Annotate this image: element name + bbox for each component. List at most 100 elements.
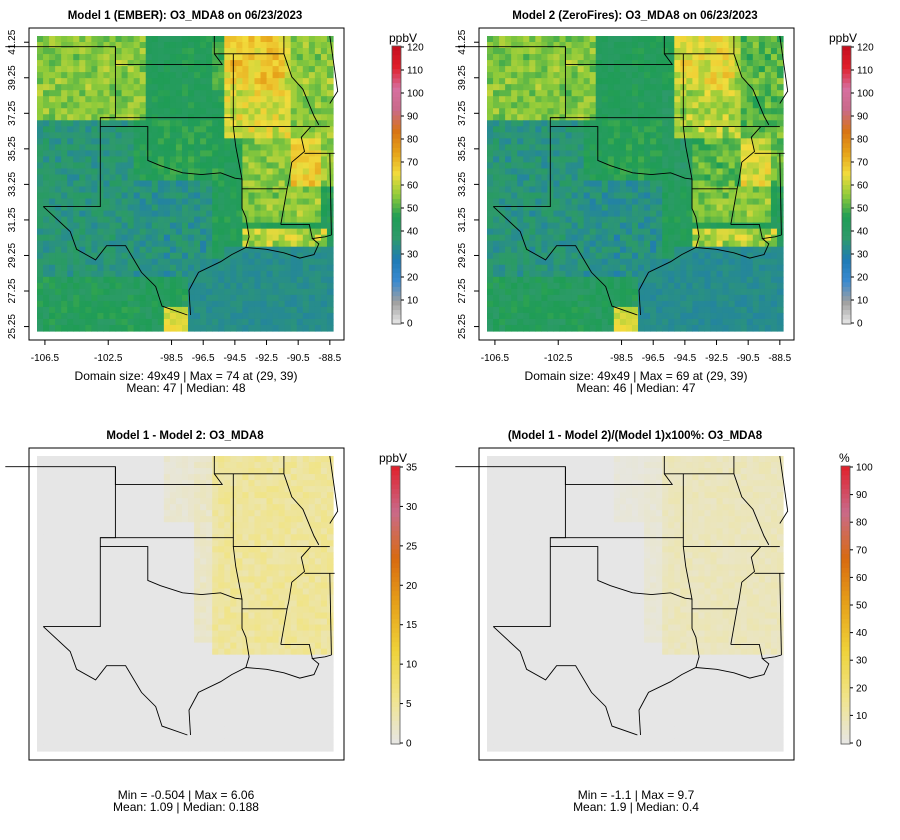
heatmap-cell bbox=[314, 324, 322, 332]
heatmap-cell bbox=[722, 300, 730, 308]
heatmap-cell bbox=[487, 246, 494, 254]
heatmap-cell bbox=[133, 78, 141, 85]
heatmap-cell bbox=[260, 132, 268, 139]
heatmap-cell bbox=[302, 132, 310, 139]
heatmap-cell bbox=[686, 186, 693, 194]
heatmap-cell bbox=[740, 114, 748, 121]
heatmap-cell bbox=[296, 162, 304, 170]
heatmap-cell bbox=[151, 246, 159, 254]
heatmap-cell bbox=[716, 270, 724, 278]
heatmap-cell bbox=[157, 228, 165, 236]
heatmap-cell bbox=[278, 276, 286, 284]
heatmap-cell bbox=[692, 276, 700, 284]
heatmap-cell bbox=[67, 216, 74, 224]
heatmap-cell bbox=[163, 78, 171, 85]
heatmap-cell bbox=[242, 114, 250, 121]
heatmap-cell bbox=[266, 276, 274, 284]
heatmap-cell bbox=[55, 108, 62, 115]
heatmap-cell bbox=[662, 54, 669, 61]
heatmap-cell bbox=[206, 102, 213, 109]
heatmap-cell bbox=[577, 252, 585, 260]
heatmap-cell bbox=[169, 84, 177, 91]
heatmap-cell bbox=[163, 282, 171, 290]
heatmap-cell bbox=[589, 252, 597, 260]
heatmap-cell bbox=[631, 54, 639, 61]
heatmap-cell bbox=[674, 222, 681, 230]
heatmap-cell bbox=[505, 294, 512, 302]
heatmap-cell bbox=[236, 246, 243, 254]
heatmap-cell bbox=[692, 72, 700, 79]
heatmap-cell bbox=[631, 72, 639, 79]
heatmap-cell bbox=[91, 66, 99, 73]
heatmap-cell bbox=[109, 144, 117, 151]
heatmap-cell bbox=[571, 306, 579, 314]
heatmap-cell bbox=[296, 234, 304, 242]
heatmap-cell bbox=[704, 294, 712, 302]
heatmap-cell bbox=[194, 96, 201, 103]
heatmap-cell bbox=[260, 48, 268, 55]
heatmap-cell bbox=[43, 282, 50, 290]
heatmap-cell bbox=[284, 96, 292, 103]
heatmap-cell bbox=[607, 102, 615, 109]
heatmap-cell bbox=[752, 264, 760, 272]
heatmap-cell bbox=[770, 294, 778, 302]
heatmap-cell bbox=[139, 222, 147, 230]
heatmap-cell bbox=[91, 288, 99, 296]
heatmap-cell bbox=[133, 120, 141, 127]
heatmap-cell bbox=[595, 102, 603, 109]
heatmap-cell bbox=[85, 42, 92, 49]
heatmap-cell bbox=[680, 288, 687, 296]
heatmap-cell bbox=[499, 54, 506, 61]
heatmap-cell bbox=[260, 174, 268, 182]
boundary-line bbox=[241, 126, 312, 190]
heatmap-cell bbox=[314, 222, 322, 230]
heatmap-cell bbox=[613, 228, 621, 236]
heatmap-cell bbox=[595, 192, 603, 200]
heatmap-cell bbox=[631, 246, 639, 254]
heatmap-cell bbox=[613, 138, 621, 145]
heatmap-cell bbox=[529, 36, 536, 43]
heatmap-cell bbox=[127, 36, 135, 43]
heatmap-cell bbox=[320, 156, 328, 164]
heatmap-cell bbox=[188, 252, 195, 260]
heatmap-cell bbox=[284, 306, 292, 314]
heatmap-cell bbox=[541, 144, 549, 151]
heatmap-cell bbox=[151, 138, 159, 145]
heatmap-cell bbox=[523, 72, 530, 79]
heatmap-cell bbox=[631, 108, 639, 115]
heatmap-cell bbox=[290, 306, 298, 314]
heatmap-cell bbox=[722, 186, 730, 194]
heatmap-cell bbox=[571, 84, 579, 91]
heatmap-cell bbox=[67, 60, 74, 67]
heatmap-cell bbox=[284, 48, 292, 55]
heatmap-cell bbox=[553, 138, 561, 145]
heatmap-cell bbox=[710, 246, 718, 254]
heatmap-cell bbox=[266, 174, 274, 182]
heatmap-cell bbox=[236, 318, 243, 326]
heatmap-cell bbox=[686, 96, 693, 103]
heatmap-cell bbox=[511, 54, 518, 61]
heatmap-cell bbox=[254, 36, 262, 43]
heatmap-cell bbox=[121, 162, 129, 170]
heatmap-cell bbox=[710, 294, 718, 302]
heatmap-cell bbox=[296, 144, 304, 151]
heatmap-cell bbox=[619, 96, 627, 103]
heatmap-cell bbox=[145, 66, 153, 73]
heatmap-cell bbox=[638, 222, 645, 230]
heatmap-cell bbox=[91, 144, 99, 151]
heatmap-cell bbox=[547, 240, 555, 248]
heatmap-cell bbox=[49, 228, 56, 236]
heatmap-cell bbox=[619, 84, 627, 91]
heatmap-cell bbox=[595, 42, 603, 49]
heatmap-cell bbox=[776, 270, 784, 278]
heatmap-cell bbox=[242, 168, 250, 176]
heatmap-cell bbox=[302, 108, 310, 115]
heatmap-cell bbox=[692, 252, 700, 260]
heatmap-cell bbox=[607, 264, 615, 272]
heatmap-cell bbox=[73, 36, 80, 43]
heatmap-cell bbox=[583, 36, 591, 43]
heatmap-cell bbox=[722, 198, 730, 206]
heatmap-cell bbox=[644, 36, 651, 43]
colorbar-segment bbox=[392, 46, 401, 52]
heatmap-cell bbox=[487, 84, 494, 91]
